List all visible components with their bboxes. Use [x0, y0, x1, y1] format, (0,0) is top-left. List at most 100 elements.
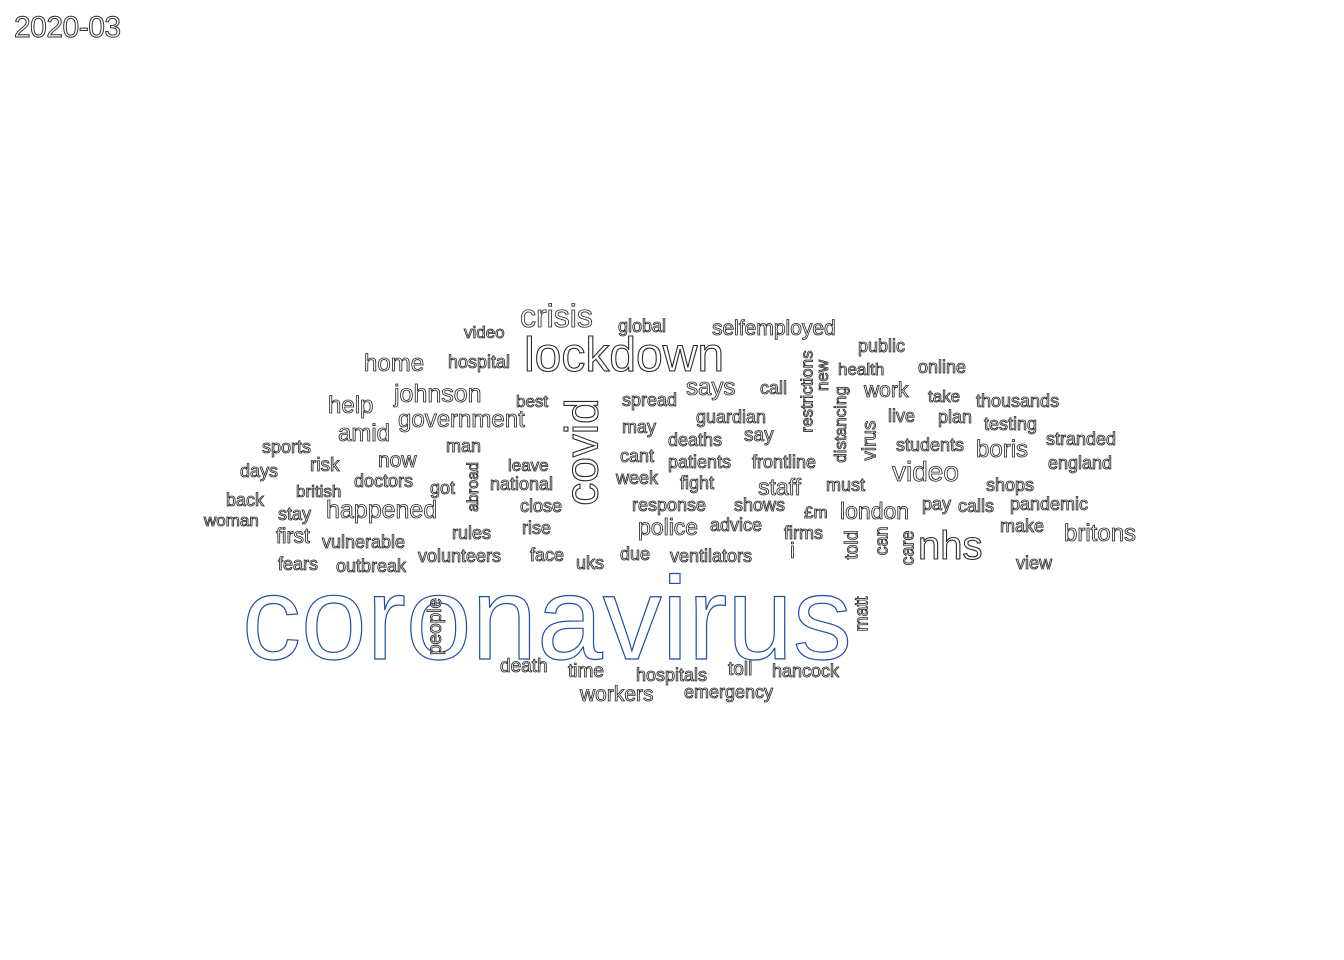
cloud-word: rules — [452, 523, 492, 543]
cloud-word: fight — [680, 473, 715, 493]
cloud-word: vulnerable — [322, 532, 406, 552]
cloud-word: make — [1000, 516, 1045, 536]
cloud-word: matt — [851, 595, 872, 632]
cloud-word: guardian — [696, 407, 767, 427]
cloud-word: best — [516, 392, 549, 411]
cloud-word: lockdown — [523, 329, 725, 382]
cloud-word: doctors — [354, 471, 414, 491]
cloud-word: rise — [522, 518, 552, 538]
cloud-word: must — [826, 475, 866, 495]
cloud-word: new — [813, 359, 833, 392]
cloud-word: now — [378, 449, 417, 472]
cloud-word: woman — [204, 511, 260, 530]
cloud-word: britons — [1064, 520, 1137, 547]
period-label: 2020-03 — [14, 11, 122, 45]
cloud-word: national — [490, 474, 554, 494]
cloud-word: help — [328, 392, 374, 419]
cloud-word: advice — [710, 515, 763, 535]
cloud-word: can — [871, 525, 892, 556]
cloud-word: deaths — [668, 430, 723, 450]
cloud-word: outbreak — [336, 556, 407, 576]
cloud-word: people — [425, 597, 447, 656]
cloud-word: first — [276, 525, 311, 548]
cloud-word: stay — [278, 504, 312, 524]
cloud-word: shops — [986, 475, 1035, 495]
cloud-word: days — [240, 461, 279, 481]
cloud-word: frontline — [752, 452, 817, 472]
cloud-word: say — [744, 425, 774, 446]
cloud-word: police — [638, 514, 699, 540]
cloud-word: staff — [758, 474, 802, 500]
cloud-word: i — [790, 538, 796, 563]
cloud-word: face — [530, 545, 565, 565]
cloud-word: cant — [620, 446, 655, 466]
cloud-word: testing — [984, 414, 1038, 434]
cloud-word: pandemic — [1010, 494, 1089, 514]
cloud-word: time — [568, 661, 605, 682]
cloud-word: calls — [958, 496, 995, 516]
cloud-word: johnson — [394, 380, 482, 408]
cloud-word: response — [632, 495, 707, 515]
cloud-word: toll — [728, 659, 753, 680]
cloud-word: patients — [668, 452, 732, 472]
cloud-word: coronavirus — [241, 553, 852, 685]
cloud-word: workers — [580, 683, 654, 706]
cloud-word: pay — [922, 494, 952, 514]
cloud-word: ventilators — [670, 546, 753, 566]
cloud-word: death — [500, 656, 548, 677]
cloud-word: hospitals — [636, 665, 708, 685]
cloud-word: stranded — [1046, 429, 1117, 449]
cloud-word: online — [918, 357, 967, 377]
cloud-word: covid — [555, 397, 608, 506]
cloud-word: close — [520, 496, 563, 516]
cloud-word: british — [296, 482, 342, 501]
cloud-word: back — [226, 490, 265, 510]
cloud-word: shows — [734, 495, 786, 515]
cloud-word: global — [618, 316, 667, 336]
cloud-word: video — [892, 456, 960, 487]
cloud-word: nhs — [917, 524, 983, 568]
cloud-word: government — [398, 406, 526, 433]
cloud-word: man — [446, 436, 482, 456]
cloud-word: home — [364, 350, 425, 377]
cloud-word: fears — [278, 554, 319, 574]
cloud-word: restrictions — [797, 349, 817, 433]
cloud-word: boris — [976, 436, 1029, 463]
cloud-word: abroad — [464, 462, 482, 513]
cloud-word: work — [864, 379, 909, 402]
cloud-word: spread — [622, 390, 678, 410]
cloud-word: health — [838, 360, 885, 379]
cloud-word: amid — [338, 420, 391, 447]
cloud-word: £m — [804, 503, 828, 522]
cloud-word: view — [1016, 553, 1053, 573]
cloud-word: risk — [310, 455, 340, 476]
cloud-word: volunteers — [418, 546, 502, 566]
cloud-word: due — [620, 544, 651, 564]
cloud-word: london — [840, 498, 910, 524]
cloud-word: virus — [859, 419, 881, 461]
cloud-word: says — [686, 374, 736, 401]
cloud-word: call — [760, 378, 788, 398]
cloud-word: told — [841, 529, 862, 560]
cloud-word: uks — [576, 553, 605, 573]
cloud-word: selfemployed — [712, 317, 837, 340]
cloud-word: thousands — [976, 391, 1060, 411]
cloud-word: may — [622, 417, 657, 437]
cloud-word: take — [928, 387, 961, 406]
cloud-word: public — [858, 336, 906, 356]
cloud-word: hancock — [772, 661, 840, 681]
cloud-word: video — [464, 323, 505, 342]
cloud-word: emergency — [684, 682, 774, 702]
cloud-word: england — [1048, 453, 1113, 473]
cloud-word: crisis — [520, 298, 594, 334]
cloud-word: firms — [784, 523, 824, 543]
cloud-word: week — [616, 468, 659, 488]
cloud-word: sports — [262, 437, 312, 457]
cloud-word: live — [888, 406, 916, 426]
cloud-word: plan — [938, 407, 973, 427]
cloud-word: hospital — [448, 352, 511, 372]
cloud-word: students — [896, 435, 965, 455]
cloud-word: got — [430, 478, 456, 498]
cloud-word: happened — [326, 496, 438, 524]
